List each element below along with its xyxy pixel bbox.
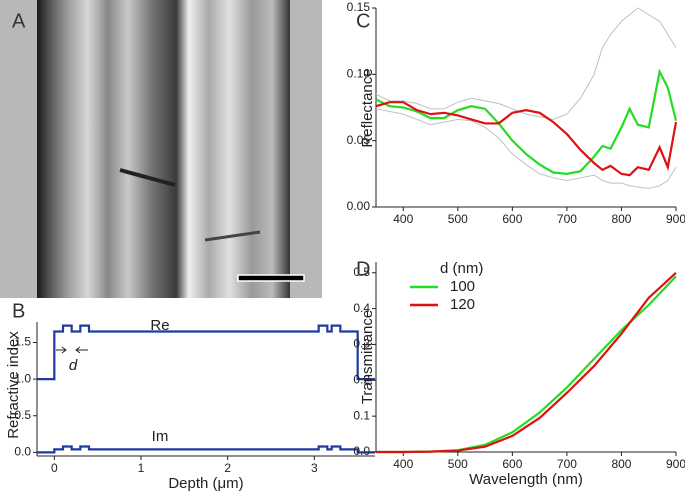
x-tick-label: 900 <box>666 457 685 471</box>
data-line <box>37 445 375 454</box>
x-tick-label: 3 <box>311 461 318 475</box>
y-tick-label: 0.0 <box>14 445 31 459</box>
y-tick-label: 0.3 <box>353 337 370 351</box>
x-tick-label: 500 <box>448 212 468 226</box>
annotation: Im <box>152 428 169 445</box>
x-tick-label: 2 <box>224 461 231 475</box>
y-tick-label: 1.0 <box>14 371 31 385</box>
y-tick-label: 1.5 <box>14 335 31 349</box>
arrow <box>56 346 88 354</box>
data-line <box>375 68 678 175</box>
panel-label: D <box>356 258 370 280</box>
panel-label: C <box>356 10 370 32</box>
crack <box>119 168 176 187</box>
y-tick-label: 0.10 <box>347 67 371 81</box>
y-tick-label: 0.00 <box>347 199 371 213</box>
x-tick-label: 500 <box>448 457 468 471</box>
scale-body <box>37 0 290 298</box>
data-line <box>375 108 677 189</box>
data-line <box>375 101 678 177</box>
x-tick-label: 400 <box>393 212 413 226</box>
crack <box>204 230 261 242</box>
y-tick-label: 0.2 <box>353 372 370 386</box>
x-axis-label: Wavelength (nm) <box>469 471 583 488</box>
x-tick-label: 800 <box>611 457 631 471</box>
x-tick-label: 1 <box>138 461 145 475</box>
y-tick-label: 0.4 <box>353 301 370 315</box>
y-axis-label: Transmittance <box>359 310 376 404</box>
y-axis-label: Refractive index <box>5 331 22 439</box>
y-tick-label: 0.1 <box>353 408 370 422</box>
y-tick-label: 0.5 <box>14 408 31 422</box>
legend-label: 120 <box>450 296 475 313</box>
x-tick-label: 800 <box>611 212 631 226</box>
x-tick-label: 700 <box>557 212 577 226</box>
y-axis-label: Reflectance <box>359 68 376 147</box>
y-tick-label: 0.05 <box>347 133 371 147</box>
y-tick-label: 0.15 <box>347 0 371 14</box>
panel-label: A <box>12 10 26 32</box>
y-tick-label: 0.0 <box>353 444 370 458</box>
data-line <box>37 324 375 381</box>
annotation: Re <box>150 317 169 334</box>
x-tick-label: 900 <box>666 212 685 226</box>
data-line <box>376 271 677 454</box>
x-tick-label: 600 <box>502 457 522 471</box>
legend-label: 100 <box>450 278 475 295</box>
legend-title: d (nm) <box>440 260 483 277</box>
y-tick-label: 0.5 <box>353 265 370 279</box>
annotation: d <box>69 357 78 374</box>
scale-bar <box>237 274 305 282</box>
micrograph: A <box>0 0 322 298</box>
x-tick-label: 0 <box>51 461 58 475</box>
x-tick-label: 700 <box>557 457 577 471</box>
x-tick-label: 400 <box>393 457 413 471</box>
panel-label: B <box>12 300 25 322</box>
x-tick-label: 600 <box>502 212 522 226</box>
x-axis-label: Depth (μm) <box>168 475 243 492</box>
data-line <box>375 7 677 120</box>
